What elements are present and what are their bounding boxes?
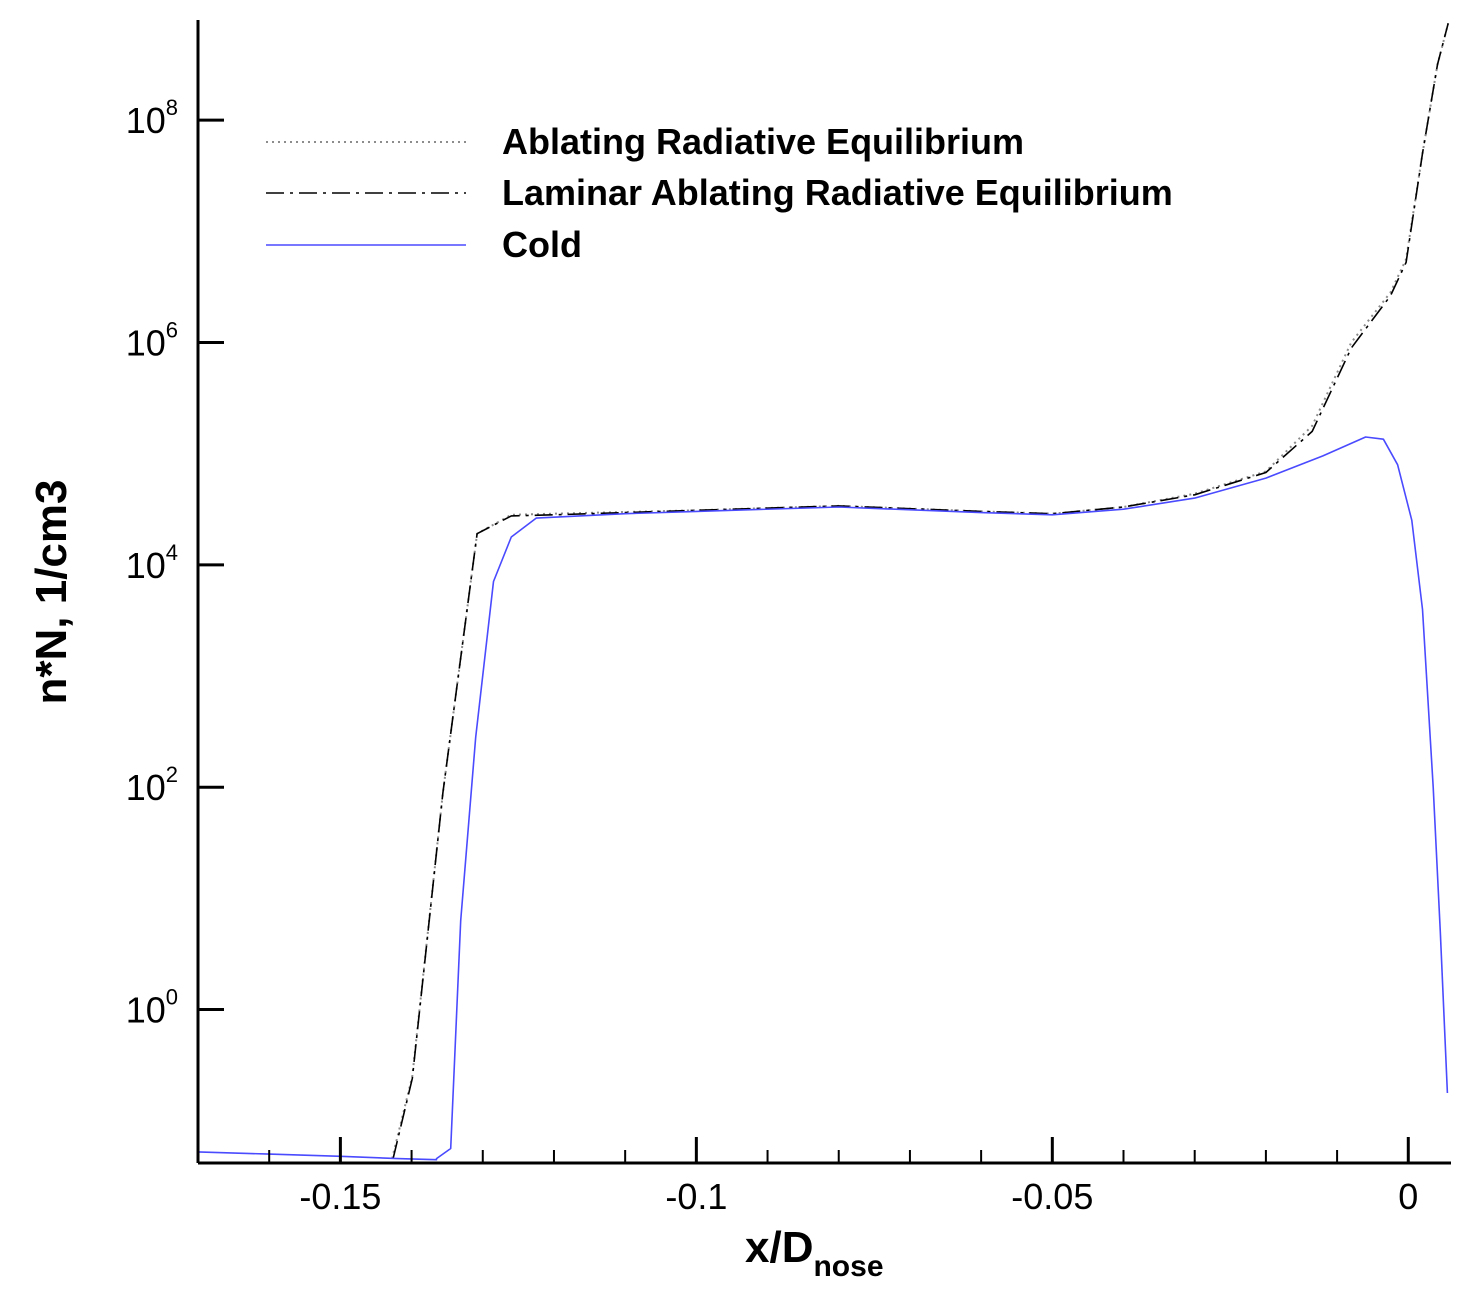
legend-label-3: Cold [502, 224, 582, 265]
y-tick-label: 100 [126, 985, 178, 1031]
y-tick-label: 102 [126, 762, 178, 808]
legend: Ablating Radiative Equilibrium Laminar Ab… [266, 121, 1173, 265]
ticks: -0.15 -0.1 -0.05 0 100 102 104 106 108 [126, 95, 1419, 1217]
y-tick-label: 104 [126, 540, 178, 586]
legend-label-1: Ablating Radiative Equilibrium [502, 121, 1024, 162]
x-tick-label: -0.05 [1011, 1176, 1093, 1217]
y-tick-label: 108 [126, 95, 178, 141]
series-line-2 [392, 23, 1449, 1159]
axes [196, 20, 1451, 1165]
y-axis-title: n*N, 1/cm3 [27, 480, 76, 705]
x-tick-label: -0.1 [665, 1176, 727, 1217]
plot-area [197, 23, 1450, 1161]
x-tick-label: -0.15 [299, 1176, 381, 1217]
y-tick-label: 106 [126, 317, 178, 363]
series-line-3 [197, 436, 1449, 1161]
x-axis-title: x/Dnose [745, 1223, 884, 1283]
legend-label-2: Laminar Ablating Radiative Equilibrium [502, 172, 1173, 213]
x-tick-label: 0 [1398, 1176, 1418, 1217]
